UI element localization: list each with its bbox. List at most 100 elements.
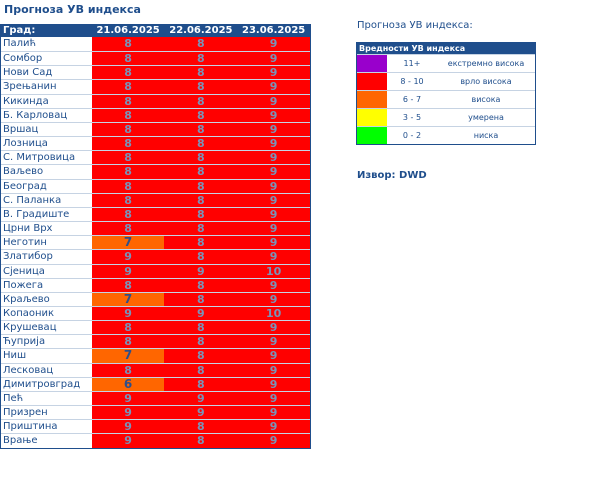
city-name: Пожега [1, 278, 92, 292]
uv-value-cell: 9 [237, 250, 311, 264]
uv-value-cell: 8 [91, 37, 165, 52]
table-row: Лесковац 8 8 9 [1, 362, 311, 377]
source-note: Извор: DWD [357, 170, 427, 181]
legend-range: 3 - 5 [402, 113, 422, 122]
page-title: Прогноза УВ индекса [4, 3, 141, 16]
uv-value-cell: 8 [164, 80, 238, 94]
city-name: Лозница [1, 137, 92, 151]
header-city: Град: [3, 25, 36, 36]
uv-value-cell: 8 [164, 122, 238, 137]
table-row: Призрен 9 9 9 [1, 405, 311, 420]
uv-value-cell: 8 [91, 363, 165, 377]
uv-value-cell: 8 [164, 349, 238, 363]
uv-value-cell: 9 [237, 363, 311, 377]
uv-value-cell: 10 [237, 306, 311, 321]
city-name: Палић [1, 37, 92, 52]
city-name: Сомбор [1, 52, 92, 66]
table-row: Вршац 8 8 9 [1, 121, 311, 137]
uv-value-cell: 9 [237, 434, 311, 448]
uv-value-cell: 8 [164, 250, 238, 264]
uv-value-cell: 7 [91, 236, 165, 250]
uv-value-cell: 7 [91, 292, 165, 306]
uv-value-cell: 8 [164, 377, 238, 391]
uv-value-cell: 8 [164, 94, 238, 108]
table-row: Б. Карловац 8 8 9 [1, 107, 311, 122]
table-row: Кикинда 8 8 9 [1, 93, 311, 108]
uv-value-cell: 8 [91, 151, 165, 165]
legend-range: 6 - 7 [402, 95, 422, 104]
city-name: Кикинда [1, 94, 92, 108]
uv-value-cell: 8 [164, 321, 238, 335]
legend-range: 0 - 2 [402, 131, 422, 140]
uv-value-cell: 8 [164, 137, 238, 151]
uv-value-cell: 8 [164, 52, 238, 66]
header-date-2: 22.06.2025 [169, 25, 233, 36]
city-name: Нови Сад [1, 66, 92, 80]
uv-value-cell: 8 [164, 335, 238, 349]
uv-value-cell: 9 [237, 165, 311, 179]
table-row: Врање 9 8 9 [1, 433, 311, 448]
uv-value-cell: 9 [237, 335, 311, 349]
uv-value-cell: 9 [237, 179, 311, 193]
uv-value-cell: 9 [237, 66, 311, 80]
legend-body: 11+ екстремно висока 8 - 10 врло висока 6 - … [357, 54, 535, 144]
table-row: В. Градиште 8 8 9 [1, 206, 311, 222]
uv-value-cell: 9 [237, 391, 311, 406]
city-name: Лесковац [1, 363, 92, 377]
uv-value-cell: 8 [91, 179, 165, 193]
uv-value-cell: 9 [237, 222, 311, 236]
city-name: В. Градиште [1, 207, 92, 222]
uv-value-cell: 9 [91, 434, 165, 448]
uv-value-cell: 8 [164, 193, 238, 207]
legend-swatch [357, 127, 387, 144]
uv-value-cell: 8 [91, 94, 165, 108]
table-body: Палић 8 8 9 Сомбор 8 8 9 Нови Сад 8 8 9 Зрењанин 8 8 9 К… [1, 37, 311, 448]
uv-value-cell: 9 [91, 250, 165, 264]
uv-value-cell: 8 [164, 207, 238, 222]
legend-swatch [357, 91, 387, 108]
table-row: Ниш 7 8 9 [1, 348, 311, 363]
uv-value-cell: 9 [237, 420, 311, 434]
legend-swatch [357, 73, 387, 90]
table-row: Палић 8 8 9 [1, 37, 311, 52]
city-name: Пећ [1, 391, 92, 406]
city-name: Крушевац [1, 321, 92, 335]
table-row: Пожега 8 8 9 [1, 277, 311, 292]
table-row: Краљево 7 8 9 [1, 291, 311, 306]
city-name: Краљево [1, 292, 92, 306]
legend-row: 0 - 2 ниска [357, 126, 535, 144]
uv-value-cell: 10 [237, 264, 311, 278]
legend-title: Прогноза УВ индекса: [357, 20, 473, 31]
uv-value-cell: 9 [164, 391, 238, 406]
table-row: Црни Врх 8 8 9 [1, 221, 311, 236]
table-row: Ваљево 8 8 9 [1, 164, 311, 179]
uv-value-cell: 8 [164, 420, 238, 434]
uv-value-cell: 9 [237, 406, 311, 420]
uv-value-cell: 8 [91, 80, 165, 94]
legend-label: екстремно висока [447, 59, 525, 68]
city-name: Ћуприја [1, 335, 92, 349]
uv-value-cell: 8 [164, 292, 238, 306]
table-row: Сомбор 8 8 9 [1, 51, 311, 66]
uv-value-cell: 8 [91, 321, 165, 335]
uv-value-cell: 8 [164, 278, 238, 292]
uv-value-cell: 9 [91, 306, 165, 321]
uv-value-cell: 8 [164, 236, 238, 250]
uv-value-cell: 9 [91, 264, 165, 278]
uv-value-cell: 8 [91, 207, 165, 222]
uv-value-cell: 9 [237, 292, 311, 306]
legend-range: 11+ [403, 59, 421, 68]
uv-value-cell: 8 [91, 278, 165, 292]
uv-forecast-table: Град: 21.06.2025 22.06.2025 23.06.2025 П… [0, 24, 311, 449]
header-date-1: 21.06.2025 [96, 25, 160, 36]
uv-value-cell: 9 [91, 391, 165, 406]
uv-value-cell: 9 [237, 236, 311, 250]
table-row: Београд 8 8 9 [1, 178, 311, 193]
city-name: Златибор [1, 250, 92, 264]
uv-value-cell: 7 [91, 349, 165, 363]
uv-value-cell: 8 [164, 363, 238, 377]
uv-value-cell: 8 [91, 222, 165, 236]
city-name: Зрењанин [1, 80, 92, 94]
legend-label: врло висока [460, 77, 512, 86]
city-name: Сјеница [1, 264, 92, 278]
